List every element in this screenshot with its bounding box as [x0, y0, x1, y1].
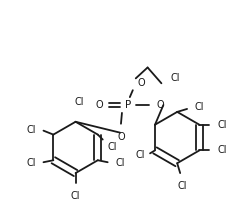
Text: Cl: Cl	[71, 191, 80, 201]
Text: O: O	[138, 78, 145, 88]
Text: Cl: Cl	[136, 150, 145, 160]
Text: Cl: Cl	[116, 158, 125, 168]
Text: Cl: Cl	[26, 125, 36, 135]
Text: O: O	[156, 100, 164, 110]
Text: Cl: Cl	[177, 181, 187, 191]
Text: Cl: Cl	[217, 120, 227, 130]
Text: O: O	[117, 132, 125, 142]
Text: Cl: Cl	[217, 145, 227, 155]
Text: Cl: Cl	[26, 158, 36, 168]
Text: Cl: Cl	[195, 102, 204, 112]
Text: P: P	[125, 100, 131, 110]
Text: Cl: Cl	[108, 143, 117, 153]
Text: O: O	[95, 100, 103, 110]
Text: Cl: Cl	[75, 97, 84, 107]
Text: Cl: Cl	[170, 73, 180, 83]
